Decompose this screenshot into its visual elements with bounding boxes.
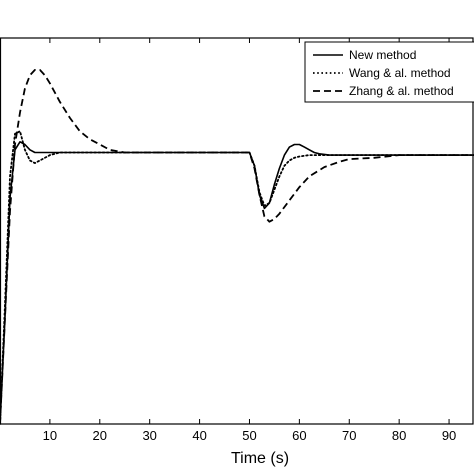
legend-label-2: Wang & al. method [349,66,451,80]
legend-box [304,41,474,103]
plot-frame [0,37,474,425]
legend-label-1: New method [349,48,416,62]
ticks-layer: 10 20 30 40 50 60 70 80 90 [43,38,456,443]
x-tick-label: 50 [242,428,256,443]
x-tick-label: 20 [93,428,107,443]
x-tick-label: 30 [142,428,156,443]
series-layer [0,69,474,425]
axes-layer [0,37,474,425]
legend: New method Wang & al. method Zhang & al. m… [304,41,474,103]
x-tick-label: 90 [442,428,456,443]
series-line-2 [0,130,474,425]
x-tick-label: 10 [43,428,57,443]
x-tick-label: 60 [292,428,306,443]
x-axis-label: Time (s) [231,450,289,467]
x-tick-label: 40 [192,428,206,443]
series-line-1 [0,141,474,425]
series-line-3 [0,69,474,425]
legend-label-3: Zhang & al. method [349,84,454,98]
x-tick-label: 80 [392,428,406,443]
x-tick-label: 70 [342,428,356,443]
